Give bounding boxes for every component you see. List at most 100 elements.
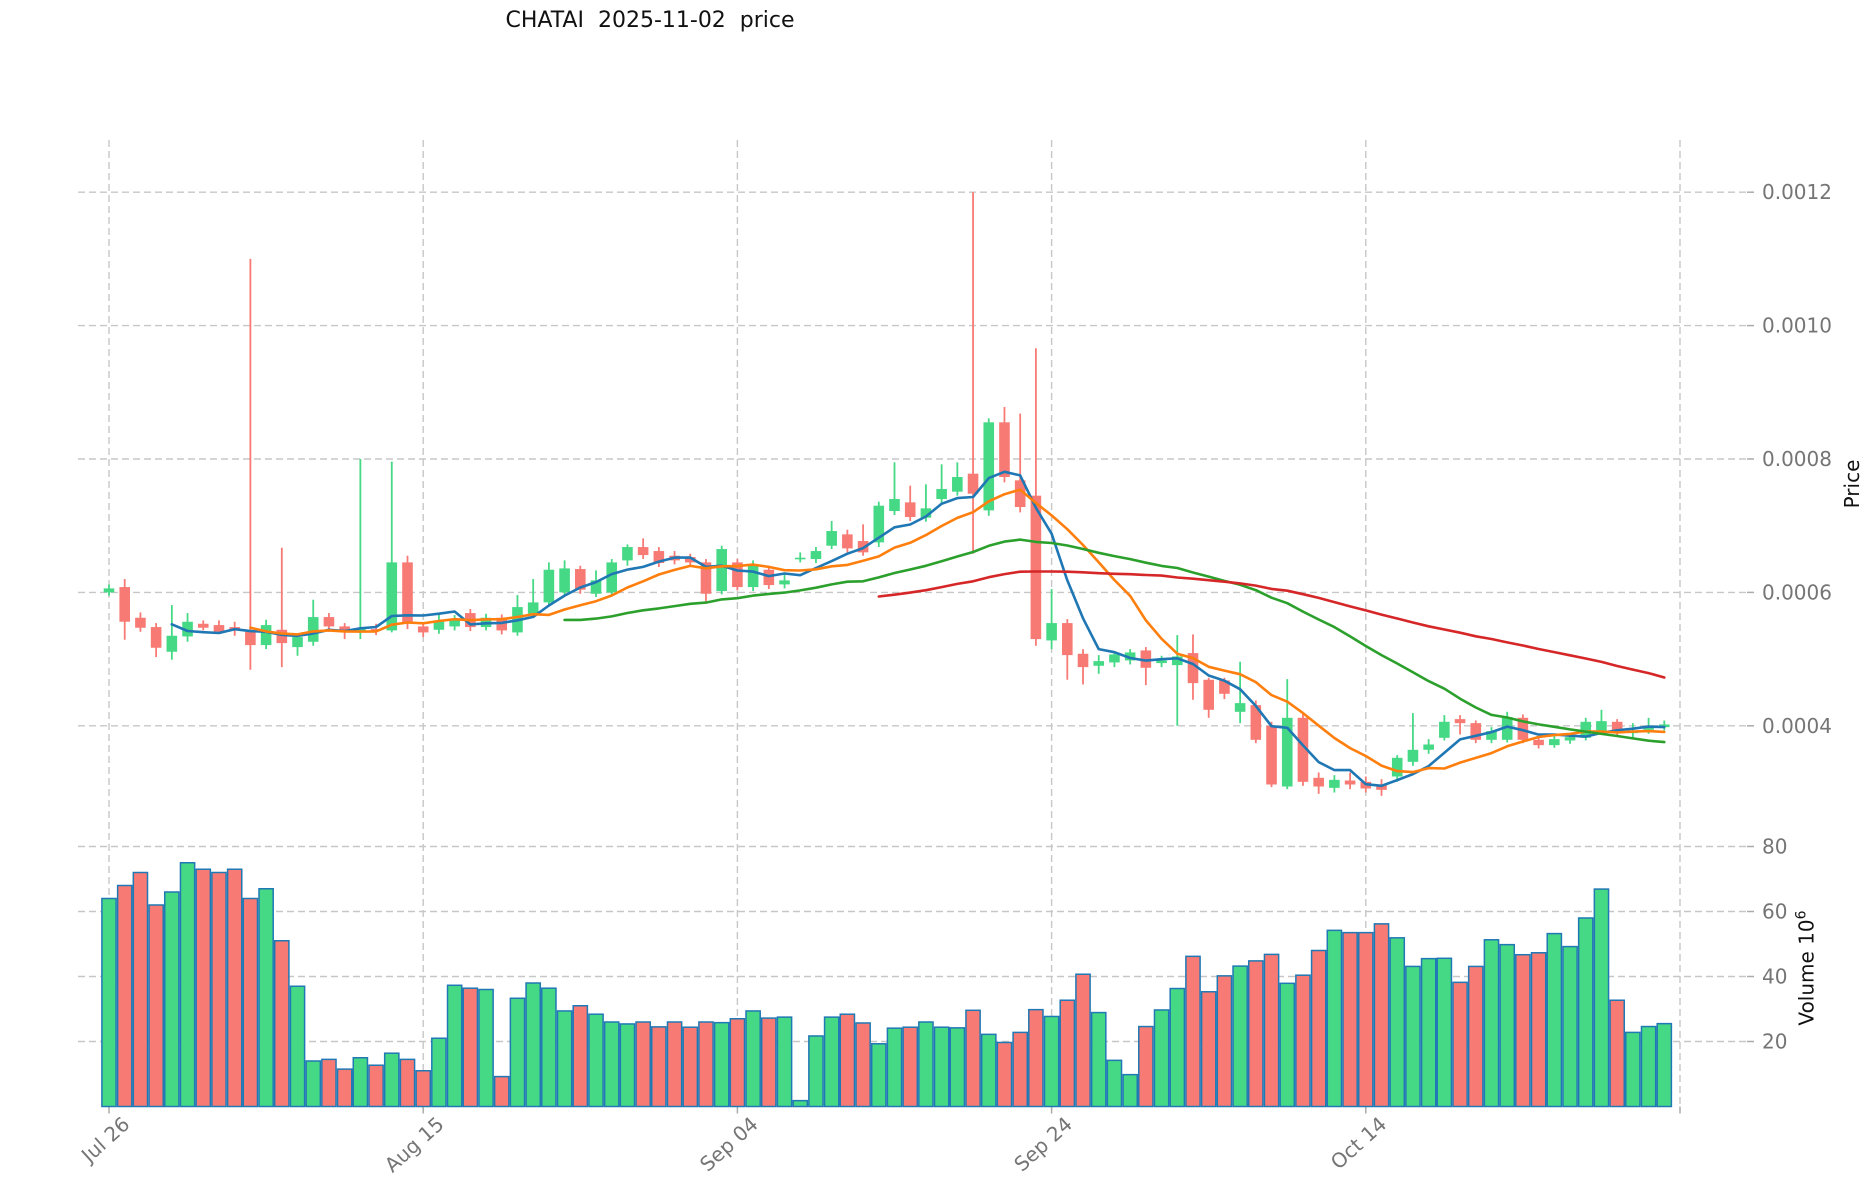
volume-bar	[195, 868, 212, 1108]
candle-body	[920, 508, 932, 518]
volume-bar	[603, 1021, 620, 1108]
candle-body	[1643, 726, 1654, 730]
candle-body	[622, 547, 633, 561]
candle-body	[213, 625, 225, 632]
volume-bar	[651, 1026, 667, 1108]
volume-axis-title: Volume 106	[1794, 910, 1819, 1025]
candle-body	[402, 562, 413, 624]
volume-bar	[1028, 1008, 1044, 1108]
candle-body	[1596, 721, 1607, 732]
volume-bar	[352, 1057, 369, 1108]
volume-bar	[289, 985, 306, 1108]
candle-body	[1187, 653, 1199, 684]
volume-bar	[1075, 973, 1091, 1108]
candle-body	[559, 568, 570, 593]
candle-body	[1156, 660, 1167, 664]
candle-body	[307, 617, 319, 642]
volume-bar	[1357, 931, 1374, 1108]
volume-bar	[1310, 949, 1327, 1108]
candle-body	[1046, 623, 1057, 641]
price-tick-label: 0.0008	[1762, 447, 1832, 471]
volume-bar	[1122, 1073, 1139, 1108]
candle-body	[826, 531, 837, 546]
x-tick-label: Oct 14	[1326, 1112, 1391, 1174]
candle-body	[810, 551, 822, 560]
volume-bar	[1546, 932, 1563, 1108]
volume-bar	[1295, 974, 1311, 1108]
candle-body	[684, 557, 696, 563]
candle-body	[1329, 779, 1340, 788]
candle-body	[1486, 731, 1497, 740]
volume-bar	[493, 1075, 510, 1108]
volume-bar	[525, 982, 542, 1108]
volume-bar	[101, 897, 117, 1108]
candle-body	[1611, 721, 1623, 733]
volume-bar	[242, 897, 259, 1108]
candle-body	[747, 565, 759, 588]
volume-bar	[431, 1037, 447, 1108]
moving-average-line-50	[877, 570, 1666, 679]
x-tick-label: Sep 24	[1009, 1112, 1077, 1176]
volume-bar	[1232, 965, 1248, 1108]
candle-body	[1203, 679, 1214, 710]
candle-body	[1266, 725, 1277, 785]
volume-bar	[1373, 923, 1390, 1108]
candle-body	[1580, 721, 1592, 738]
candle-body	[1517, 717, 1529, 740]
candle-body	[1454, 719, 1466, 724]
volume-bar	[729, 1018, 746, 1108]
volume-bar	[1216, 975, 1233, 1108]
candle-body	[904, 502, 916, 518]
volume-bar	[1530, 952, 1547, 1108]
candle-body	[1533, 739, 1544, 746]
volume-bar	[1499, 943, 1516, 1108]
candle-body	[260, 625, 272, 646]
volume-tick-label: 80	[1762, 835, 1787, 859]
volume-bar	[1263, 953, 1280, 1108]
volume-bar	[1138, 1025, 1154, 1108]
volume-bar	[321, 1058, 337, 1108]
candle-body	[339, 626, 350, 632]
volume-tick-label: 20	[1762, 1030, 1787, 1054]
volume-bar	[1153, 1009, 1170, 1108]
volume-bar	[572, 1005, 589, 1108]
candle-body	[449, 619, 460, 627]
volume-bar	[1436, 957, 1453, 1108]
candle-body	[1281, 717, 1293, 787]
candle-body	[606, 562, 618, 593]
x-tick-label: Sep 04	[695, 1112, 763, 1176]
moving-average-line-10	[249, 488, 1666, 774]
candle-body	[527, 602, 539, 614]
volume-bar	[1059, 999, 1076, 1108]
candle-body	[292, 637, 303, 648]
candle-body	[119, 587, 131, 622]
volume-bar	[666, 1021, 683, 1108]
volume-bar	[1452, 981, 1468, 1108]
volume-bar	[1279, 982, 1296, 1108]
candle-body	[794, 557, 806, 560]
volume-tick-label: 60	[1762, 900, 1787, 924]
candle-body	[1439, 721, 1450, 738]
candle-body	[370, 629, 382, 631]
volume-bar	[698, 1021, 714, 1108]
volume-bar	[415, 1070, 432, 1108]
candle-body	[1423, 744, 1434, 750]
price-tick-label: 0.0012	[1762, 180, 1832, 204]
candle-body	[1014, 480, 1026, 508]
volume-bar	[1405, 965, 1421, 1108]
volume-bar	[965, 1009, 981, 1108]
volume-bar	[368, 1064, 384, 1108]
x-tick-label: Aug 15	[380, 1112, 449, 1177]
candle-body	[999, 422, 1010, 478]
candle-body	[1140, 650, 1152, 668]
candle-body	[1564, 737, 1576, 741]
candle-body	[197, 623, 209, 628]
candle-body	[182, 621, 193, 637]
volume-bar	[1106, 1059, 1123, 1108]
candle-body	[323, 617, 335, 627]
volume-bar	[808, 1035, 824, 1108]
candle-body	[1219, 680, 1230, 694]
candle-body	[700, 562, 712, 594]
candle-body	[276, 629, 288, 644]
